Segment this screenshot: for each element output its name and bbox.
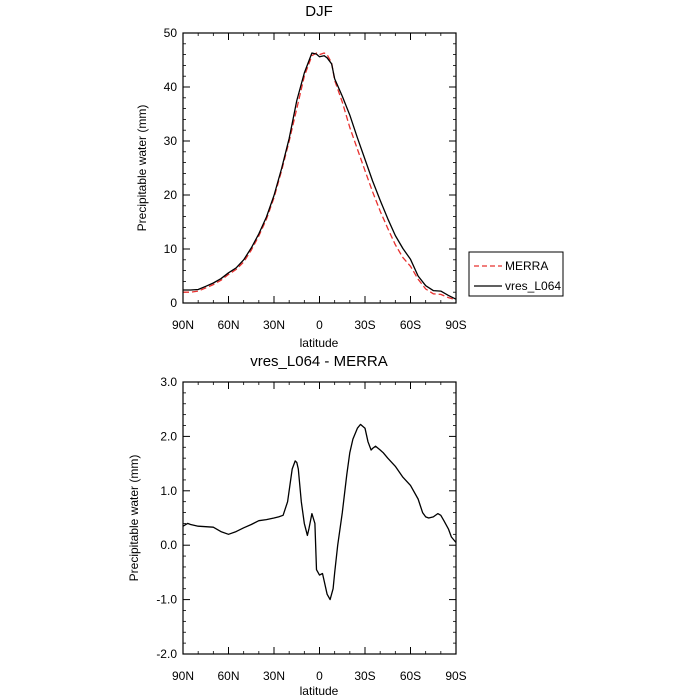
bottom-x-tick-label: 90S — [445, 669, 466, 683]
legend-vres-label: vres_L064 — [505, 279, 561, 293]
top-y-tick-label: 20 — [164, 188, 178, 202]
bottom-y-tick-label: 2.0 — [160, 429, 177, 443]
top-x-tick-label: 30S — [354, 318, 375, 332]
bottom-x-tick-label: 30N — [263, 669, 285, 683]
top-x-tick-label: 60S — [400, 318, 421, 332]
bottom-y-tick-label: 3.0 — [160, 375, 177, 389]
top-x-tick-label: 0 — [316, 318, 323, 332]
bottom-y-tick-label: -1.0 — [156, 593, 177, 607]
legend: MERRA vres_L064 — [468, 251, 564, 297]
top-y-tick-label: 50 — [164, 26, 178, 40]
bottom-y-axis-label: Precipitable water (mm) — [127, 455, 141, 582]
bottom-x-tick-label: 60S — [400, 669, 421, 683]
bottom-x-tick-label: 0 — [316, 669, 323, 683]
top-x-tick-label: 90N — [172, 318, 194, 332]
bottom-panel-title: vres_L064 - MERRA — [250, 353, 388, 370]
bottom-plot-frame — [182, 381, 457, 655]
top-series-vres-l064-line — [183, 52, 457, 300]
bottom-series-vres-l064-merra-line — [182, 423, 457, 601]
top-plot-frame — [182, 32, 457, 304]
top-series-merra-line — [183, 52, 457, 301]
bottom-y-tick-label: 1.0 — [160, 484, 177, 498]
legend-merra-label: MERRA — [505, 259, 548, 273]
top-y-tick-label: 40 — [164, 80, 178, 94]
top-y-tick-label: 10 — [164, 242, 178, 256]
bottom-x-tick-label: 90N — [172, 669, 194, 683]
bottom-x-tick-label: 30S — [354, 669, 375, 683]
bottom-plot-area: 90N 60N 30N 0 30S 60S 90S -2.0 -1.0 0.0 1.0 2.0 3.0 — [156, 375, 466, 683]
top-y-tick-label: 30 — [164, 134, 178, 148]
top-plot-area: 90N 60N 30N 0 30S 60S 90S 0 10 20 30 40 50 — [164, 26, 467, 332]
bottom-x-tick-label: 60N — [217, 669, 239, 683]
top-y-tick-label: 0 — [170, 296, 177, 310]
top-x-tick-label: 90S — [445, 318, 466, 332]
top-x-axis-label: latitude — [300, 336, 339, 350]
bottom-x-axis-label: latitude — [300, 684, 339, 698]
top-y-axis-label: Precipitable water (mm) — [135, 105, 149, 232]
bottom-y-tick-label: 0.0 — [160, 538, 177, 552]
top-x-tick-label: 30N — [263, 318, 285, 332]
legend-box — [468, 251, 564, 297]
top-panel-title: DJF — [305, 3, 333, 20]
bottom-panel: vres_L064 - MERRA 90N 60N 30N 0 30S 60S 90S -2.… — [127, 353, 467, 698]
bottom-y-tick-label: -2.0 — [156, 647, 177, 661]
top-panel: DJF 90N 60N 30N 0 30S 60S 90S 0 10 20 30 40 50 latit… — [135, 3, 467, 350]
top-x-tick-label: 60N — [217, 318, 239, 332]
